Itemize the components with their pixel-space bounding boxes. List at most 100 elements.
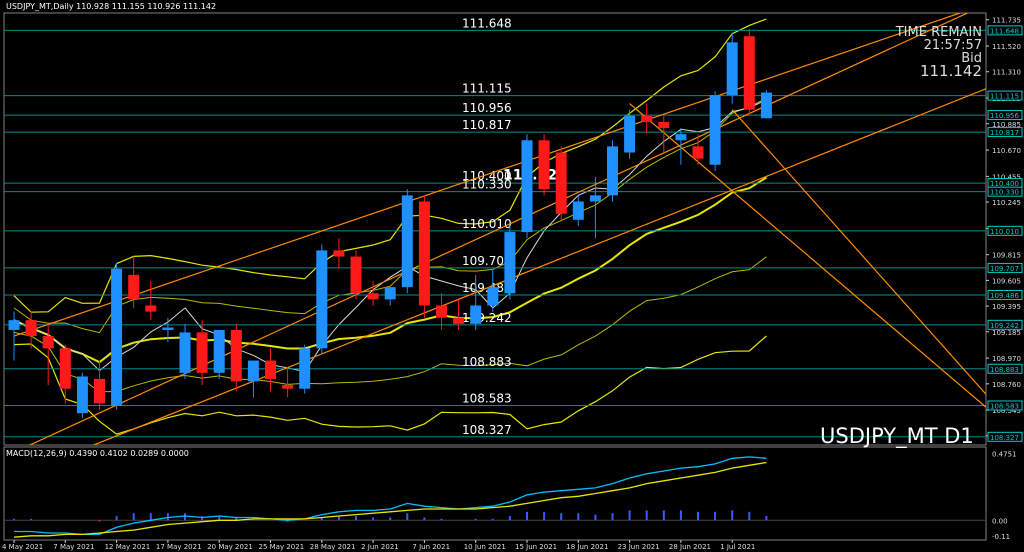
moving-average bbox=[13, 99, 767, 373]
macd-header: MACD(12,26,9) 0.4390 0.4102 0.0289 0.000… bbox=[6, 449, 189, 458]
bollinger-lower-1 bbox=[13, 256, 767, 393]
price-tag-label: 110.010 bbox=[990, 228, 1019, 236]
x-tick-label: 1 Jul 2021 bbox=[720, 543, 755, 551]
candle-body bbox=[128, 274, 140, 300]
price-tag bbox=[987, 363, 1023, 374]
trendline bbox=[629, 103, 986, 408]
main-frame bbox=[3, 12, 987, 446]
candle-body bbox=[25, 320, 37, 337]
candle-body bbox=[316, 250, 328, 349]
candle-body bbox=[675, 134, 687, 141]
price-tag bbox=[987, 25, 1023, 36]
time-axis: 4 May 2021 7 May 2021 12 May 2021 17 May 20… bbox=[2, 540, 755, 551]
candle-body bbox=[145, 305, 157, 312]
time-remain-panel: TIME REMAIN 21:57:57 Bid 111.142 bbox=[895, 25, 982, 79]
candle-body bbox=[350, 256, 362, 294]
level-label: 111.115 bbox=[462, 82, 512, 96]
symbol-info: USDJPY_MT,Daily bbox=[6, 2, 74, 11]
bollinger-upper-1 bbox=[13, 97, 767, 334]
trendline bbox=[28, 13, 969, 445]
y-tick-label: 109.395 bbox=[992, 303, 1021, 311]
y-tick-label: 111.520 bbox=[992, 43, 1021, 51]
candle-body bbox=[487, 287, 499, 306]
candle-body bbox=[743, 36, 755, 110]
price-tag bbox=[987, 110, 1023, 121]
candle-body bbox=[384, 287, 396, 300]
macd-y-tick-label: 0.00 bbox=[992, 517, 1008, 525]
candle-body bbox=[436, 305, 447, 318]
candle-body bbox=[111, 268, 123, 406]
candle-body bbox=[607, 146, 618, 196]
price-tag-label: 108.327 bbox=[990, 434, 1019, 442]
level-label: 110.330 bbox=[462, 178, 512, 192]
x-tick-label: 18 Jun 2021 bbox=[566, 543, 608, 551]
x-tick-label: 20 May 2021 bbox=[207, 543, 253, 551]
center-price-label: 110.523 bbox=[503, 167, 567, 183]
y-tick-label: 109.815 bbox=[992, 252, 1021, 260]
level-label: 110.956 bbox=[462, 101, 512, 115]
macd-panel bbox=[3, 446, 987, 541]
candle-body bbox=[265, 360, 276, 379]
level-label: 108.583 bbox=[462, 391, 512, 405]
time-remain-value: 21:57:57 bbox=[923, 38, 982, 53]
price-tag bbox=[987, 90, 1023, 101]
x-tick-label: 4 May 2021 bbox=[2, 543, 43, 551]
price-tag-label: 111.115 bbox=[990, 93, 1019, 101]
price-tag-label: 109.486 bbox=[990, 292, 1019, 300]
candle-body bbox=[589, 195, 601, 202]
x-tick-label: 12 May 2021 bbox=[105, 543, 151, 551]
bollinger-upper-2 bbox=[13, 18, 767, 313]
price-tag-label: 110.956 bbox=[990, 112, 1019, 120]
main-panel bbox=[3, 12, 987, 446]
y-tick-label: 109.605 bbox=[992, 277, 1021, 285]
x-tick-label: 7 Jun 2021 bbox=[412, 543, 450, 551]
price-tag bbox=[987, 289, 1023, 300]
candle-body bbox=[333, 250, 345, 257]
y-tick-label: 111.735 bbox=[992, 17, 1021, 25]
candle-body bbox=[59, 348, 71, 389]
price-tag bbox=[987, 186, 1023, 197]
candle-body bbox=[94, 378, 105, 404]
price-tag-label: 111.648 bbox=[990, 27, 1019, 35]
price-tag bbox=[987, 431, 1023, 442]
candle-body bbox=[538, 140, 550, 190]
x-tick-label: 25 May 2021 bbox=[259, 543, 305, 551]
x-tick-label: 2 Jun 2021 bbox=[361, 543, 399, 551]
y-tick-label: 110.670 bbox=[992, 147, 1021, 155]
bid-label: Bid bbox=[961, 51, 982, 66]
candle-body bbox=[76, 376, 88, 414]
candle-body bbox=[230, 329, 242, 382]
y-tick-label: 108.760 bbox=[992, 381, 1021, 389]
price-tag-label: 110.330 bbox=[990, 189, 1019, 197]
price-tag bbox=[987, 127, 1023, 138]
candle-body bbox=[367, 293, 379, 300]
macd-y-tick-label: 0.4751 bbox=[992, 450, 1017, 458]
bollinger-bands bbox=[13, 18, 767, 435]
price-axis: 111.735111.520111.310111.095110.885110.6… bbox=[986, 17, 1023, 541]
time-remain-label: TIME REMAIN bbox=[895, 25, 982, 40]
candle-body bbox=[8, 320, 20, 330]
candle-body bbox=[624, 115, 636, 153]
level-label: 109.707 bbox=[462, 254, 512, 268]
price-tag-label: 109.707 bbox=[990, 265, 1019, 273]
candle-body bbox=[555, 152, 567, 214]
price-tag bbox=[987, 262, 1023, 273]
y-tick-label: 108.545 bbox=[992, 407, 1021, 415]
trendline bbox=[731, 109, 986, 396]
candle-body bbox=[521, 140, 533, 233]
bollinger-middle bbox=[13, 176, 767, 364]
chart-header: USDJPY_MT,Daily 110.928 111.155 110.926 … bbox=[6, 2, 216, 11]
candle-body bbox=[453, 317, 465, 324]
macd-y-tick-label: -0.11 bbox=[992, 533, 1010, 541]
candle-body bbox=[726, 42, 738, 95]
x-tick-label: 15 Jun 2021 bbox=[515, 543, 557, 551]
y-tick-label: 110.245 bbox=[992, 199, 1021, 207]
macd-line bbox=[14, 456, 767, 536]
x-tick-label: 23 Jun 2021 bbox=[618, 543, 660, 551]
x-tick-label: 7 May 2021 bbox=[53, 543, 94, 551]
x-tick-label: 10 Jun 2021 bbox=[464, 543, 506, 551]
y-tick-label: 108.970 bbox=[992, 355, 1021, 363]
y-tick-label: 110.885 bbox=[992, 121, 1021, 129]
ohlc-values: 110.928 111.155 110.926 111.142 bbox=[76, 2, 217, 11]
